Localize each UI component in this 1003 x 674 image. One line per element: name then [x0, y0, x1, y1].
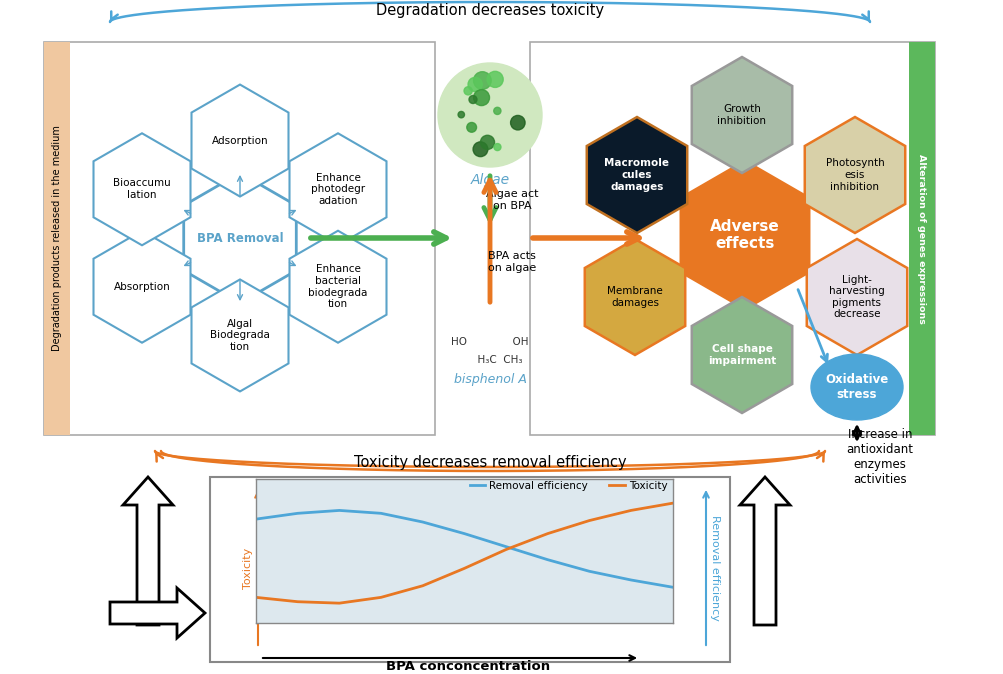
- Text: Membrane
damages: Membrane damages: [607, 286, 662, 308]
- Circle shape: [511, 115, 525, 130]
- Text: Enhance
photodegr
adation: Enhance photodegr adation: [311, 173, 365, 206]
- Toxicity: [375, 593, 387, 601]
- Circle shape: [468, 96, 476, 104]
- Toxicity: [292, 598, 304, 606]
- Removal efficiency: [499, 543, 512, 551]
- Circle shape: [457, 111, 464, 118]
- Toxicity: [457, 564, 469, 572]
- Removal efficiency: [250, 515, 262, 523]
- Circle shape: [493, 107, 500, 115]
- Toxicity: [499, 545, 512, 553]
- Circle shape: [473, 71, 490, 90]
- Text: Removal efficiency: Removal efficiency: [709, 515, 719, 621]
- Polygon shape: [289, 231, 386, 342]
- Circle shape: [463, 87, 471, 95]
- Circle shape: [493, 144, 500, 150]
- Toxicity: [624, 506, 637, 514]
- Text: Oxidative
stress: Oxidative stress: [824, 373, 888, 401]
- FancyBboxPatch shape: [44, 42, 434, 435]
- Removal efficiency: [375, 510, 387, 518]
- Text: Toxicity decreases removal efficiency: Toxicity decreases removal efficiency: [353, 456, 626, 470]
- Removal efficiency: [583, 568, 595, 576]
- Text: Adsorption: Adsorption: [212, 135, 268, 146]
- Polygon shape: [110, 588, 205, 638]
- Circle shape: [486, 71, 503, 88]
- Polygon shape: [680, 161, 808, 309]
- Text: Increase in
antioxidant
enzymes
activities: Increase in antioxidant enzymes activiti…: [846, 428, 913, 486]
- Polygon shape: [691, 297, 791, 413]
- Text: H₃C  CH₃: H₃C CH₃: [457, 355, 522, 365]
- Text: bisphenol A: bisphenol A: [453, 373, 526, 386]
- Circle shape: [466, 123, 476, 132]
- Circle shape: [467, 78, 481, 92]
- Polygon shape: [184, 173, 296, 303]
- Polygon shape: [93, 231, 191, 342]
- Polygon shape: [584, 239, 684, 355]
- Circle shape: [437, 63, 542, 167]
- Text: BPA Removal: BPA Removal: [197, 231, 283, 245]
- Removal efficiency: [292, 510, 304, 518]
- Text: BPA acts
on algae: BPA acts on algae: [487, 251, 536, 273]
- FancyBboxPatch shape: [210, 477, 729, 662]
- Polygon shape: [123, 477, 173, 625]
- Text: Algae act
on BPA: Algae act on BPA: [485, 189, 538, 211]
- Text: Adverse
effects: Adverse effects: [709, 219, 779, 251]
- Removal efficiency: [542, 555, 554, 563]
- Text: HO              OH: HO OH: [450, 337, 529, 347]
- Removal efficiency: [624, 576, 637, 584]
- Polygon shape: [192, 84, 288, 197]
- Text: Toxicity: Toxicity: [243, 547, 253, 588]
- Text: Algae: Algae: [470, 173, 510, 187]
- Circle shape: [472, 142, 487, 156]
- Text: Cell shape
impairment: Cell shape impairment: [707, 344, 775, 366]
- Polygon shape: [93, 133, 191, 245]
- Text: Growth
inhibition: Growth inhibition: [717, 104, 765, 126]
- Toxicity: [666, 499, 678, 508]
- Text: Macromole
cules
damages: Macromole cules damages: [604, 158, 669, 191]
- Text: Photosynth
esis
inhibition: Photosynth esis inhibition: [824, 158, 884, 191]
- Circle shape: [473, 90, 489, 106]
- Line: Removal efficiency: Removal efficiency: [256, 510, 672, 587]
- Ellipse shape: [810, 354, 902, 420]
- Polygon shape: [691, 57, 791, 173]
- Removal efficiency: [457, 530, 469, 538]
- Toxicity: [250, 593, 262, 601]
- Removal efficiency: [416, 518, 428, 526]
- Text: Absorption: Absorption: [113, 282, 171, 292]
- Text: Enhance
bacterial
biodegrada
tion: Enhance bacterial biodegrada tion: [308, 264, 367, 309]
- Toxicity: [416, 582, 428, 590]
- Line: Toxicity: Toxicity: [256, 503, 672, 603]
- Text: BPA conconcentration: BPA conconcentration: [385, 661, 550, 673]
- FancyBboxPatch shape: [44, 42, 70, 435]
- Text: Bioaccumu
lation: Bioaccumu lation: [113, 179, 171, 200]
- Text: Light-
harvesting
pigments
decrease: Light- harvesting pigments decrease: [828, 274, 884, 319]
- Polygon shape: [192, 280, 288, 392]
- Polygon shape: [806, 239, 907, 355]
- Removal efficiency: [333, 506, 345, 514]
- Polygon shape: [289, 133, 386, 245]
- FancyBboxPatch shape: [908, 42, 934, 435]
- Polygon shape: [804, 117, 905, 233]
- Circle shape: [479, 135, 494, 150]
- Polygon shape: [739, 477, 789, 625]
- Text: Degradation products released in the medium: Degradation products released in the med…: [52, 125, 62, 351]
- Text: Algal
Biodegrada
tion: Algal Biodegrada tion: [210, 319, 270, 352]
- Removal efficiency: [666, 583, 678, 591]
- Polygon shape: [586, 117, 686, 233]
- Toxicity: [542, 530, 554, 538]
- Text: Alteration of genes expressions: Alteration of genes expressions: [917, 154, 926, 324]
- Toxicity: [333, 599, 345, 607]
- Text: Degradation decreases toxicity: Degradation decreases toxicity: [375, 3, 604, 18]
- Toxicity: [583, 516, 595, 524]
- FancyBboxPatch shape: [530, 42, 934, 435]
- Legend: Removal efficiency, Toxicity: Removal efficiency, Toxicity: [465, 477, 671, 495]
